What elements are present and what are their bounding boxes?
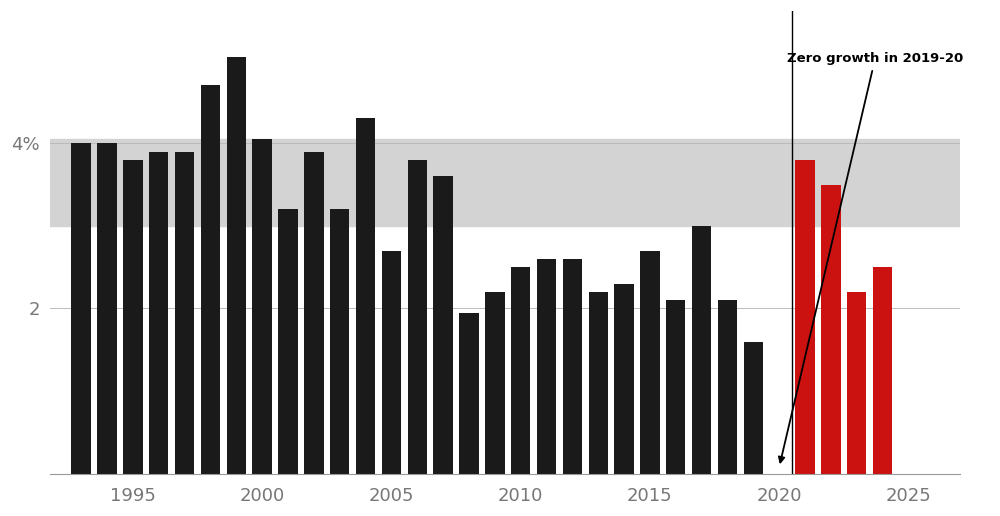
Bar bbox=[304, 152, 324, 474]
Bar bbox=[563, 259, 582, 474]
Bar bbox=[537, 259, 556, 474]
Bar bbox=[433, 176, 453, 474]
Text: Zero growth in 2019-20: Zero growth in 2019-20 bbox=[779, 53, 963, 462]
Bar bbox=[50, 139, 960, 226]
Bar bbox=[97, 143, 117, 474]
Bar bbox=[356, 119, 375, 474]
Bar bbox=[175, 152, 194, 474]
Bar bbox=[459, 313, 479, 474]
Bar bbox=[589, 292, 608, 474]
Bar bbox=[821, 185, 841, 474]
Bar bbox=[330, 209, 349, 474]
Bar bbox=[382, 251, 401, 474]
Bar bbox=[123, 160, 143, 474]
Bar bbox=[795, 160, 815, 474]
Bar bbox=[71, 143, 91, 474]
Bar bbox=[511, 267, 530, 474]
Bar bbox=[666, 300, 685, 474]
Bar bbox=[614, 284, 634, 474]
Bar bbox=[201, 86, 220, 474]
Bar bbox=[692, 226, 711, 474]
Bar bbox=[252, 139, 272, 474]
Bar bbox=[408, 160, 427, 474]
Bar bbox=[485, 292, 505, 474]
Bar bbox=[640, 251, 660, 474]
Bar bbox=[227, 57, 246, 474]
Bar bbox=[718, 300, 737, 474]
Bar bbox=[149, 152, 168, 474]
Bar bbox=[278, 209, 298, 474]
Bar bbox=[847, 292, 866, 474]
Bar bbox=[873, 267, 892, 474]
Bar bbox=[744, 342, 763, 474]
